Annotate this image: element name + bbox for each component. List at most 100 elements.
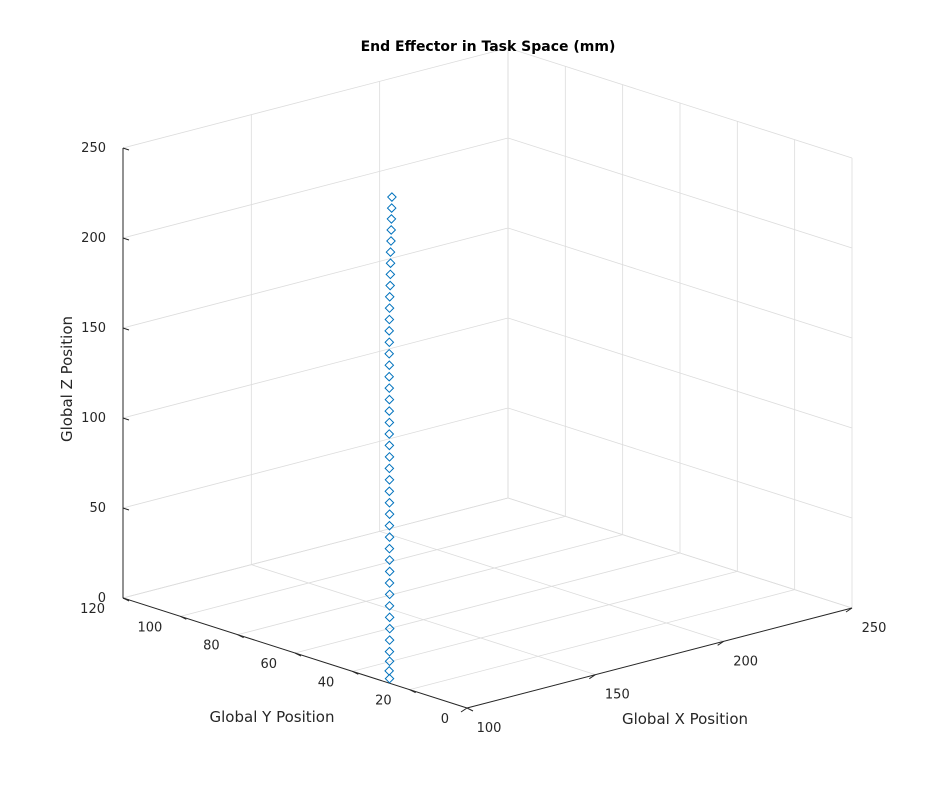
z-tick-mark: [122, 507, 130, 511]
z-tick-mark: [122, 417, 130, 421]
y-tick-mark: [466, 707, 474, 712]
z-tick-mark: [122, 237, 130, 241]
data-point: [384, 474, 395, 485]
y-tick-label: 120: [80, 602, 105, 617]
z-tick-label: 100: [81, 411, 106, 426]
data-point: [384, 429, 395, 439]
y-tick-label: 80: [203, 639, 220, 654]
grid-line: [122, 47, 509, 149]
z-tick-mark: [122, 147, 130, 151]
data-point: [384, 337, 395, 348]
y-tick-label: 40: [318, 675, 335, 690]
grid-line: [507, 137, 853, 249]
z-tick-label: 50: [89, 501, 106, 516]
data-point: [384, 543, 395, 554]
x-tick-mark: [717, 640, 724, 646]
grid-line: [294, 552, 681, 654]
grid-line: [237, 534, 623, 636]
data-point: [384, 451, 395, 462]
data-point: [387, 192, 397, 202]
grid-line: [122, 317, 509, 419]
z-tick-mark: [122, 327, 130, 331]
z-tick-mark: [122, 597, 130, 601]
data-point: [384, 509, 395, 520]
data-point: [384, 612, 395, 623]
data-point: [384, 360, 395, 371]
data-point: [384, 635, 395, 646]
data-point: [384, 348, 395, 359]
z-tick-label: 200: [81, 231, 106, 246]
data-point: [386, 214, 397, 224]
data-series: [384, 192, 397, 684]
data-point: [386, 203, 397, 213]
data-point: [384, 291, 395, 302]
data-point: [386, 236, 396, 246]
x-axis-label: Global X Position: [622, 710, 748, 728]
data-point: [384, 665, 395, 676]
y-axis-label: Global Y Position: [210, 708, 335, 726]
grid-line: [409, 589, 795, 691]
z-axis-label: Global Z Position: [58, 316, 76, 442]
data-point: [384, 463, 395, 474]
data-point: [384, 394, 395, 405]
x-tick-mark: [589, 674, 596, 680]
data-point: [384, 532, 395, 543]
z-tick-label: 0: [98, 591, 106, 606]
data-point: [384, 383, 395, 394]
grid-line: [122, 137, 509, 239]
data-point: [384, 497, 395, 508]
data-point: [384, 417, 395, 428]
data-point: [384, 303, 395, 314]
data-point: [385, 280, 396, 291]
data-point: [384, 520, 395, 531]
chart-title: End Effector in Task Space (mm): [361, 39, 616, 55]
z-tick-label: 150: [81, 321, 106, 336]
grid-line: [507, 227, 853, 339]
x-axis-line: [466, 607, 853, 709]
y-tick-mark: [352, 670, 359, 675]
y-tick-mark: [180, 615, 187, 620]
data-point: [385, 258, 396, 269]
data-point: [384, 623, 395, 634]
y-tick-label: 60: [260, 657, 277, 672]
grid: [122, 47, 853, 709]
data-point: [384, 314, 395, 325]
data-point: [384, 371, 395, 382]
data-point: [386, 225, 397, 235]
y-tick-mark: [294, 652, 302, 657]
axes: [122, 147, 853, 713]
data-point: [384, 325, 395, 336]
data-point: [384, 600, 395, 611]
x-tick-mark: [845, 607, 853, 613]
data-point: [384, 566, 395, 577]
data-point: [384, 440, 395, 451]
x-tick-mark: [460, 707, 468, 713]
data-point: [384, 578, 395, 588]
y-tick-mark: [237, 634, 244, 639]
data-point: [385, 247, 396, 257]
y-tick-label: 20: [375, 694, 392, 709]
data-point: [384, 555, 395, 565]
grid-line: [352, 570, 738, 672]
x-tick-label: 250: [862, 621, 887, 636]
grid-line: [507, 497, 853, 609]
grid-line: [122, 497, 509, 599]
x-tick-label: 150: [605, 688, 630, 703]
y-tick-mark: [409, 689, 416, 694]
data-point: [384, 406, 395, 416]
grid-line: [507, 47, 853, 159]
grid-line: [507, 317, 853, 429]
data-point: [385, 269, 396, 280]
grid-line: [507, 407, 853, 519]
x-tick-label: 100: [477, 721, 502, 736]
x-tick-label: 200: [733, 654, 758, 669]
data-point: [384, 589, 395, 600]
grid-line: [180, 515, 566, 617]
data-point: [384, 486, 395, 497]
data-point: [384, 673, 395, 684]
data-point: [384, 646, 395, 657]
grid-line: [122, 407, 509, 509]
grid-line: [122, 227, 509, 329]
